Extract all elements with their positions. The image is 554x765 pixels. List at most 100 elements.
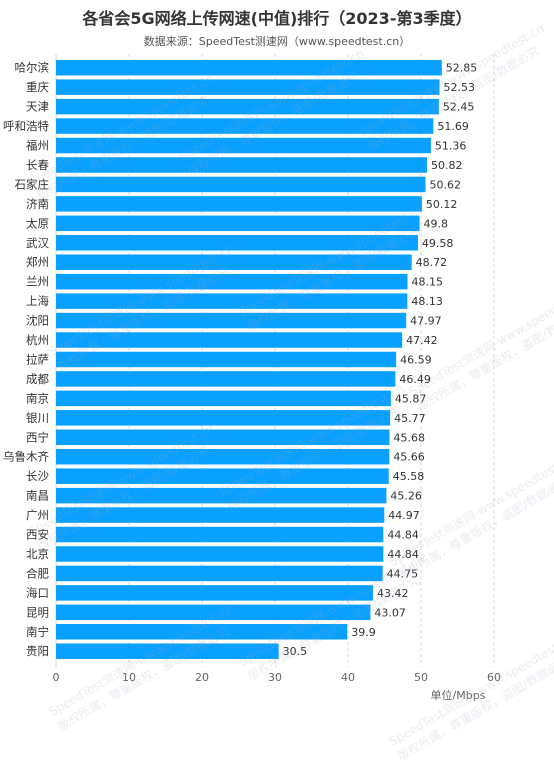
value-label: 30.5 <box>283 645 308 658</box>
category-label: 合肥 <box>26 566 49 580</box>
category-label: 西宁 <box>26 430 49 444</box>
bars <box>56 59 442 659</box>
category-label: 拉萨 <box>26 352 49 366</box>
bar <box>56 254 412 270</box>
value-label: 44.97 <box>388 509 420 522</box>
value-label: 49.8 <box>424 217 449 230</box>
value-label: 44.75 <box>387 567 419 580</box>
x-axis-ticks: 0 10 20 30 40 50 60 <box>53 671 502 684</box>
value-label: 43.07 <box>374 606 406 619</box>
value-label: 48.15 <box>411 276 443 289</box>
category-label: 银川 <box>26 411 49 425</box>
category-label: 南昌 <box>26 489 49 503</box>
value-label: 46.49 <box>399 373 431 386</box>
bar <box>56 643 279 659</box>
value-label: 50.62 <box>430 178 462 191</box>
bar <box>56 98 439 115</box>
category-label: 西安 <box>26 528 49 542</box>
value-label: 44.84 <box>387 529 419 542</box>
category-label: 福州 <box>26 139 49 153</box>
category-label: 上海 <box>26 294 49 308</box>
x-tick-label: 0 <box>53 671 60 684</box>
category-label: 武汉 <box>26 236 49 250</box>
value-label: 46.59 <box>400 353 432 366</box>
value-labels: 52.85 52.53 52.45 51.69 51.36 50.82 50.62 50.12… <box>283 62 478 658</box>
value-label: 50.82 <box>431 159 463 172</box>
x-tick-label: 30 <box>268 671 282 684</box>
chart-subtitle: 数据来源：SpeedTest测速网（www.speedtest.cn） <box>143 35 411 48</box>
value-label: 52.45 <box>443 101 475 114</box>
bar <box>56 118 434 134</box>
category-label: 兰州 <box>26 275 49 289</box>
x-tick-label: 10 <box>122 671 136 684</box>
category-label: 贵阳 <box>26 644 49 658</box>
category-label: 太原 <box>26 216 49 230</box>
bar <box>56 137 431 154</box>
bar <box>56 79 440 95</box>
bar <box>56 604 371 621</box>
value-label: 45.68 <box>393 431 425 444</box>
bar <box>56 351 397 368</box>
category-label: 济南 <box>26 197 49 211</box>
category-label: 广州 <box>26 508 49 522</box>
category-labels: 哈尔滨重庆天津呼和浩特福州长春石家庄济南太原武汉郑州兰州上海沈阳杭州拉萨成都南京… <box>3 61 50 658</box>
bar <box>56 59 442 76</box>
category-label: 石家庄 <box>15 177 50 191</box>
value-label: 48.13 <box>411 295 443 308</box>
bar <box>56 293 408 309</box>
value-label: 44.84 <box>387 548 419 561</box>
category-label: 乌鲁木齐 <box>3 450 49 464</box>
category-label: 南宁 <box>26 625 49 639</box>
bar <box>56 410 391 426</box>
value-label: 45.58 <box>393 470 425 483</box>
bar <box>56 215 420 232</box>
bar <box>56 526 384 543</box>
bar <box>56 487 387 504</box>
bar <box>56 507 385 523</box>
bar <box>56 312 407 329</box>
category-label: 长春 <box>26 158 49 172</box>
bar <box>56 332 403 348</box>
value-label: 47.42 <box>406 334 438 347</box>
value-label: 45.77 <box>394 412 426 425</box>
value-label: 50.12 <box>426 198 458 211</box>
category-label: 郑州 <box>26 255 49 269</box>
x-tick-label: 40 <box>341 671 355 684</box>
category-label: 重庆 <box>26 80 49 94</box>
bar <box>56 468 389 484</box>
value-label: 51.69 <box>437 120 469 133</box>
category-label: 成都 <box>26 372 49 386</box>
bar <box>56 273 408 290</box>
x-tick-label: 60 <box>487 671 501 684</box>
category-label: 哈尔滨 <box>15 61 50 75</box>
bar <box>56 448 390 465</box>
x-tick-label: 20 <box>195 671 209 684</box>
bar <box>56 546 384 562</box>
bar <box>56 565 383 582</box>
bar <box>56 235 418 251</box>
value-label: 47.97 <box>410 315 442 328</box>
x-axis-label: 单位/Mbps <box>431 688 486 702</box>
value-label: 52.85 <box>446 62 478 75</box>
bar <box>56 585 373 601</box>
category-label: 杭州 <box>26 333 49 347</box>
category-label: 南京 <box>26 391 49 405</box>
value-label: 51.36 <box>435 140 467 153</box>
category-label: 长沙 <box>26 469 49 483</box>
value-label: 43.42 <box>377 587 409 600</box>
value-label: 45.26 <box>390 490 422 503</box>
category-label: 昆明 <box>26 605 49 619</box>
category-label: 北京 <box>26 547 49 561</box>
bar <box>56 371 396 387</box>
value-label: 52.53 <box>443 81 475 94</box>
bar <box>56 429 390 446</box>
category-label: 呼和浩特 <box>3 119 49 133</box>
value-label: 49.58 <box>422 237 454 250</box>
value-label: 45.87 <box>395 392 427 405</box>
value-label: 39.9 <box>351 626 376 639</box>
value-label: 48.72 <box>416 256 448 269</box>
chart-title: 各省会5G网络上传网速(中值)排行（2023-第3季度） <box>82 9 472 28</box>
category-label: 天津 <box>26 100 49 114</box>
category-label: 海口 <box>26 586 49 600</box>
bar <box>56 176 426 193</box>
